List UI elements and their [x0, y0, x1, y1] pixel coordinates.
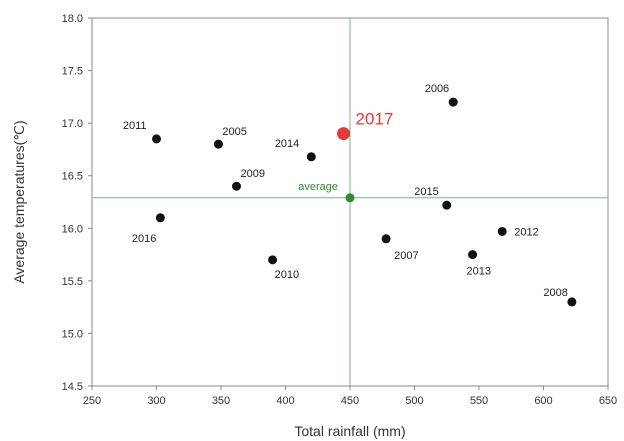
x-axis-title: Total rainfall (mm) — [294, 423, 405, 439]
data-point-2012 — [497, 226, 507, 236]
y-tick-label: 15.0 — [62, 328, 83, 340]
x-ticks: 250 300 350 400 450 500 550 600 650 — [83, 386, 617, 407]
x-tick-label: 450 — [341, 395, 359, 407]
y-tick-label: 17.5 — [62, 66, 83, 78]
x-tick-label: 500 — [405, 395, 423, 407]
data-point-2017 — [337, 127, 351, 141]
x-tick-label: 400 — [276, 395, 294, 407]
data-point-2014 — [306, 152, 316, 162]
x-tick-label: 650 — [599, 395, 617, 407]
data-point-2008 — [567, 297, 577, 307]
data-point-2016 — [155, 213, 165, 223]
y-tick-label: 16.0 — [62, 223, 83, 235]
x-tick-label: 300 — [147, 395, 165, 407]
x-tick-label: 250 — [83, 395, 101, 407]
y-axis-title: Average temperatures(℃) — [11, 120, 27, 283]
data-point-2010 — [268, 255, 278, 265]
data-point-2005 — [213, 139, 223, 149]
data-point-2013 — [468, 250, 478, 260]
data-label-2009: 2009 — [240, 168, 264, 180]
data-point-2015 — [442, 200, 452, 210]
data-label-2017: 2017 — [356, 110, 394, 129]
data-point-2006 — [448, 97, 458, 107]
average-point — [345, 193, 355, 203]
data-label-2013: 2013 — [467, 266, 491, 278]
y-ticks: 14.5 15.0 15.5 16.0 16.5 17.0 17.5 18.0 — [62, 13, 92, 393]
x-tick-label: 550 — [470, 395, 488, 407]
y-tick-label: 14.5 — [62, 381, 83, 393]
average-label: average — [298, 181, 338, 193]
data-label-2006: 2006 — [425, 83, 449, 95]
data-point-2007 — [381, 234, 391, 244]
data-label-2007: 2007 — [394, 250, 418, 262]
y-tick-label: 17.0 — [62, 118, 83, 130]
data-label-2014: 2014 — [275, 138, 299, 150]
data-label-2010: 2010 — [275, 269, 299, 281]
data-point-2009 — [231, 181, 241, 191]
data-label-2005: 2005 — [222, 126, 246, 138]
data-point-2011 — [152, 134, 161, 144]
average-marker: average — [298, 181, 355, 203]
data-label-2012: 2012 — [514, 226, 538, 238]
x-tick-label: 600 — [534, 395, 552, 407]
data-label-2008: 2008 — [543, 287, 567, 299]
data-label-2011: 2011 — [123, 120, 147, 132]
x-tick-label: 350 — [212, 395, 230, 407]
data-label-2016: 2016 — [132, 233, 156, 245]
y-tick-label: 16.5 — [62, 171, 83, 183]
data-points: 2005 2006 2007 2008 2009 2010 2011 2012 2013 2014… — [123, 83, 577, 307]
y-tick-label: 15.5 — [62, 276, 83, 288]
y-tick-label: 18.0 — [62, 13, 83, 25]
data-label-2015: 2015 — [414, 186, 438, 198]
